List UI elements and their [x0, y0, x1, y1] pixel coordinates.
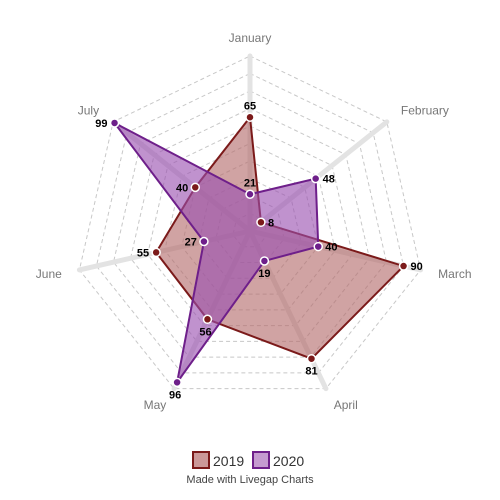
data-point-2019-february[interactable] — [256, 217, 266, 228]
data-label-2020-july: 99 — [95, 118, 107, 130]
data-point-2020-february[interactable] — [310, 173, 321, 184]
labels-layer: January February March April May June July 65 8 9… — [36, 31, 472, 412]
legend: 2019 2020 — [192, 451, 304, 469]
legend-item-2020[interactable]: 2020 — [252, 451, 304, 469]
data-label-2020-june: 27 — [185, 237, 197, 249]
legend-item-2019[interactable]: 2019 — [192, 451, 244, 469]
data-label-2019-june: 55 — [137, 247, 149, 259]
data-label-2020-may: 96 — [169, 389, 181, 401]
data-label-2020-april: 19 — [258, 268, 270, 280]
data-label-2019-july: 40 — [176, 182, 188, 194]
data-point-2020-may[interactable] — [172, 377, 182, 388]
grid-ring — [95, 72, 405, 374]
grid-ring — [130, 107, 370, 342]
data-point-2019-may[interactable] — [202, 314, 213, 325]
data-point-2020-april[interactable] — [259, 256, 270, 266]
points-layer — [109, 112, 409, 388]
data-point-2019-april[interactable] — [306, 353, 317, 364]
axis-label-february: February — [401, 104, 449, 118]
axis-label-january: January — [229, 31, 272, 45]
legend-label-2019: 2019 — [213, 453, 244, 469]
axis-label-june: June — [36, 267, 62, 281]
data-label-2020-january: 21 — [244, 177, 256, 189]
data-label-2019-january: 65 — [244, 100, 256, 112]
data-label-2019-march: 90 — [411, 261, 423, 273]
grid-ring — [112, 90, 388, 358]
data-label-2019-april: 81 — [305, 366, 317, 378]
data-point-2019-june[interactable] — [151, 247, 161, 258]
axis-label-march: March — [438, 267, 471, 281]
credit-text: Made with Livegap Charts — [186, 474, 314, 486]
axis-label-july: July — [78, 104, 99, 118]
data-point-2020-march[interactable] — [313, 241, 323, 252]
data-label-2019-may: 56 — [199, 326, 211, 338]
series-layer — [113, 114, 406, 383]
data-point-2019-january[interactable] — [245, 112, 255, 122]
axis-label-may: May — [144, 398, 167, 412]
data-point-2019-march[interactable] — [398, 261, 409, 271]
data-label-2019-february: 8 — [268, 217, 274, 229]
data-point-2020-july[interactable] — [109, 118, 120, 128]
axis-label-april: April — [334, 398, 358, 412]
legend-swatch-2020 — [252, 451, 270, 469]
series-area-2020 — [113, 122, 320, 383]
data-point-2020-january[interactable] — [245, 189, 255, 199]
data-label-2020-february: 48 — [323, 174, 335, 186]
data-point-2020-june[interactable] — [199, 236, 209, 247]
legend-swatch-2019 — [192, 451, 210, 469]
grid-ring — [78, 55, 422, 390]
data-point-2019-july[interactable] — [190, 182, 201, 193]
data-label-2020-march: 40 — [325, 242, 337, 254]
legend-label-2020: 2020 — [273, 453, 304, 469]
